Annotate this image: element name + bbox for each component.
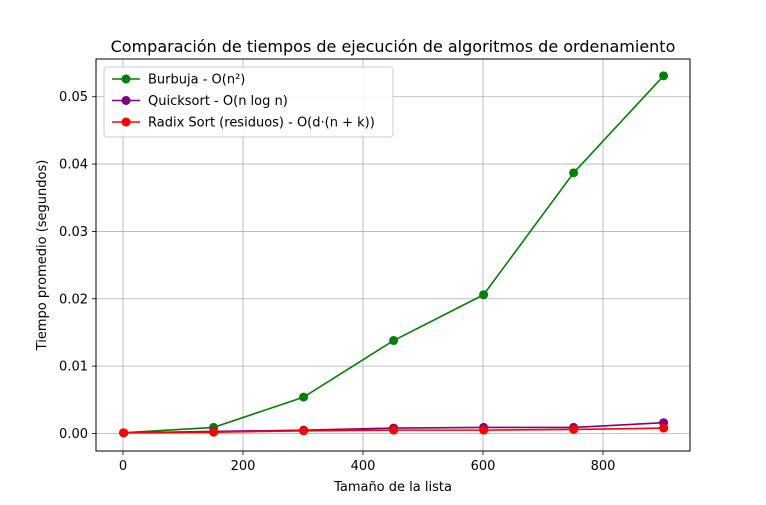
legend-label: Radix Sort (residuos) - O(d·(n + k)) — [148, 116, 375, 131]
x-tick-label: 200 — [231, 459, 256, 474]
y-tick-label: 0.02 — [59, 292, 88, 307]
data-point — [479, 425, 489, 435]
data-point — [479, 290, 489, 300]
legend-item: Burbuja - O(n²) — [112, 73, 245, 88]
y-tick-label: 0.03 — [59, 225, 88, 240]
data-point — [659, 423, 669, 433]
legend-marker — [121, 74, 131, 84]
legend-marker — [121, 117, 131, 127]
legend-label: Quicksort - O(n log n) — [148, 94, 288, 109]
data-point — [569, 168, 579, 178]
x-tick-label: 800 — [591, 459, 616, 474]
data-point — [299, 392, 309, 402]
legend-label: Burbuja - O(n²) — [148, 73, 245, 88]
chart-title: Comparación de tiempos de ejecución de a… — [111, 37, 676, 56]
data-point — [569, 424, 579, 434]
data-point — [209, 427, 219, 437]
data-point — [119, 428, 129, 438]
y-tick-label: 0.00 — [59, 427, 88, 442]
legend-marker — [121, 96, 131, 105]
y-axis: 0.00 0.01 0.02 0.03 0.04 0.05 — [59, 90, 96, 442]
data-point — [659, 71, 669, 81]
series-3 — [119, 423, 669, 438]
x-tick-label: 400 — [351, 459, 376, 474]
y-tick-label: 0.05 — [59, 90, 88, 105]
x-axis-label: Tamaño de la lista — [333, 480, 452, 495]
data-point — [389, 336, 399, 346]
series-layer — [119, 71, 669, 438]
y-tick-label: 0.01 — [59, 360, 88, 375]
legend-item: Radix Sort (residuos) - O(d·(n + k)) — [112, 116, 375, 131]
plot-frame — [95, 58, 691, 452]
legend-item: Quicksort - O(n log n) — [112, 94, 288, 109]
y-tick-label: 0.04 — [59, 158, 88, 173]
data-point — [299, 426, 309, 436]
legend: Burbuja - O(n²) Quicksort - O(n log n) Rad… — [103, 66, 394, 138]
x-tick-label: 0 — [119, 459, 127, 474]
x-axis: 0 200 400 600 800 — [119, 451, 616, 474]
y-axis-label: Tiempo promedio (segundos) — [35, 160, 50, 352]
x-tick-label: 600 — [471, 459, 496, 474]
legend-box — [103, 66, 394, 138]
data-point — [389, 425, 399, 435]
